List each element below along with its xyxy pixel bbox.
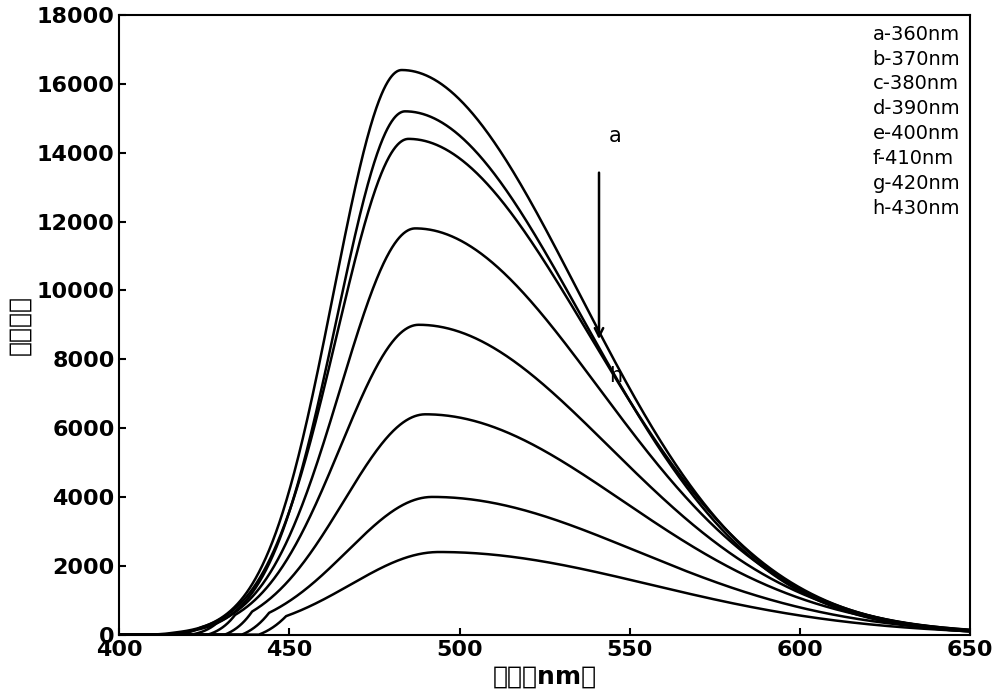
Legend: a-360nm, b-370nm, c-380nm, d-390nm, e-400nm, f-410nm, g-420nm, h-430nm: a-360nm, b-370nm, c-380nm, d-390nm, e-40… bbox=[872, 24, 960, 218]
Text: h: h bbox=[609, 366, 622, 386]
Text: a: a bbox=[609, 126, 622, 145]
Y-axis label: 荧光强度: 荧光强度 bbox=[7, 295, 31, 355]
X-axis label: 波长（nm）: 波长（nm） bbox=[493, 665, 597, 689]
